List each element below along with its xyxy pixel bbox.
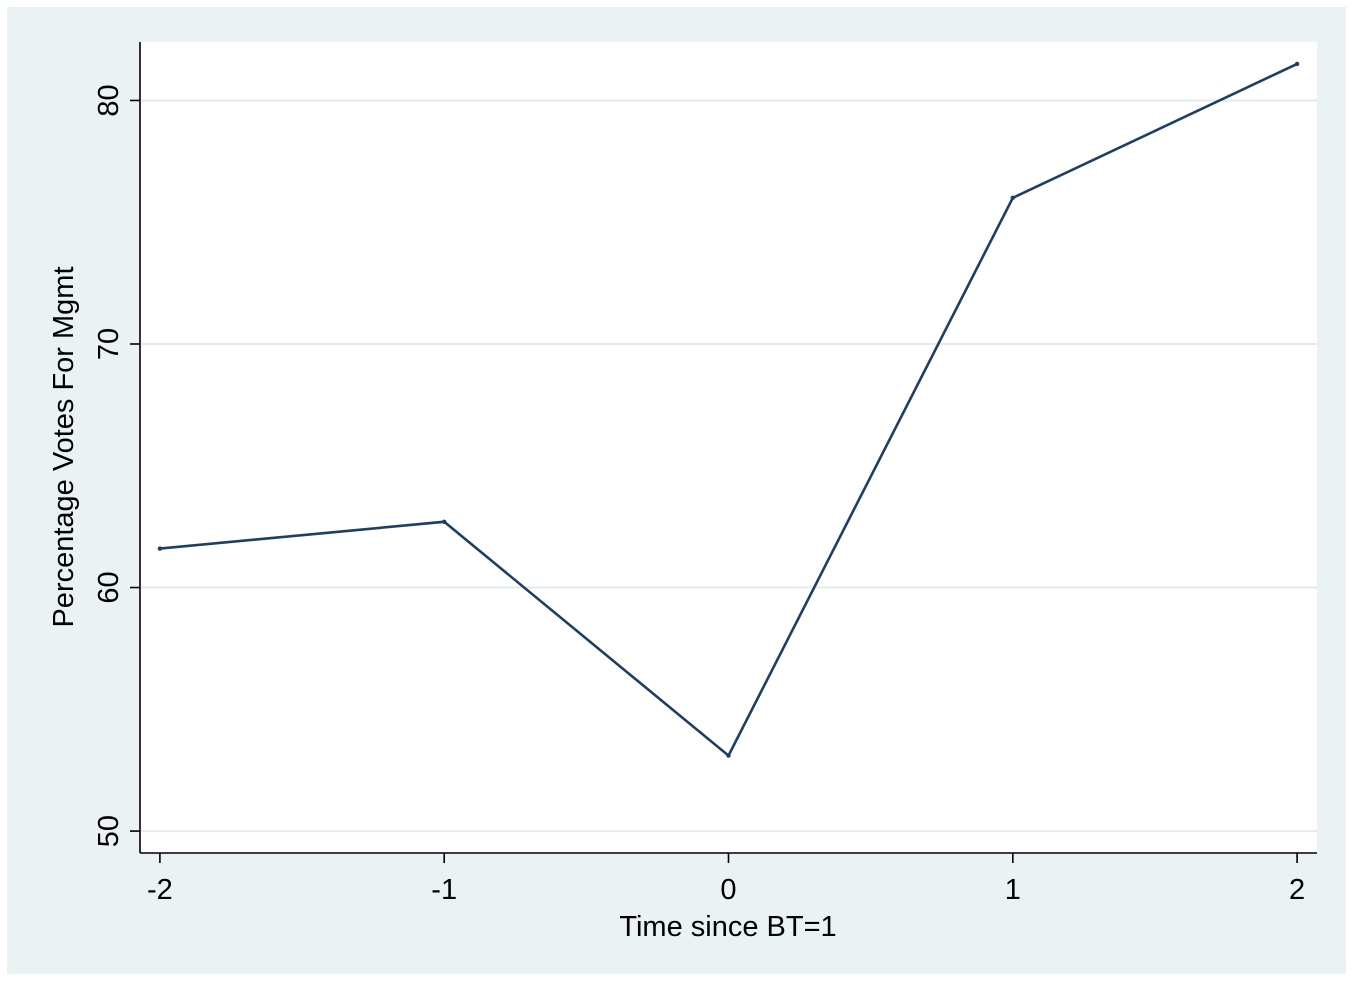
x-tick-label: -1 (431, 874, 457, 906)
data-point (1294, 61, 1300, 67)
series (157, 61, 1300, 758)
data-point (442, 519, 447, 524)
x-tick-label: 1 (1005, 874, 1021, 906)
data-point (157, 546, 163, 551)
y-tick-label: 60 (93, 571, 125, 603)
gridlines (140, 99, 1317, 833)
y-tick-label: 80 (93, 84, 125, 116)
y-tick-label: 70 (93, 328, 125, 360)
x-axis-label: Time since BT=1 (619, 911, 836, 943)
x-tick-label: 2 (1289, 874, 1305, 906)
y-tick-label: 50 (93, 815, 125, 847)
x-tick-label: -2 (147, 874, 173, 906)
data-point (726, 753, 731, 758)
y-axis-label: Percentage Votes For Mgmt (48, 266, 80, 627)
x-tick-label: 0 (720, 874, 736, 906)
ticks: -2 -1 0 1 2 50 60 70 80 (93, 84, 1305, 906)
data-point (1010, 195, 1015, 201)
plot-area (140, 42, 1317, 853)
